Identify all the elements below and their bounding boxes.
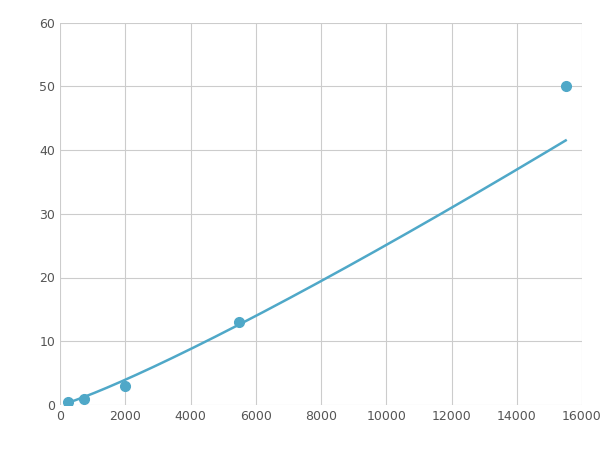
Point	[64, 398, 73, 405]
Point	[80, 395, 89, 402]
Point	[121, 382, 130, 390]
Point	[235, 319, 244, 326]
Point	[561, 83, 571, 90]
